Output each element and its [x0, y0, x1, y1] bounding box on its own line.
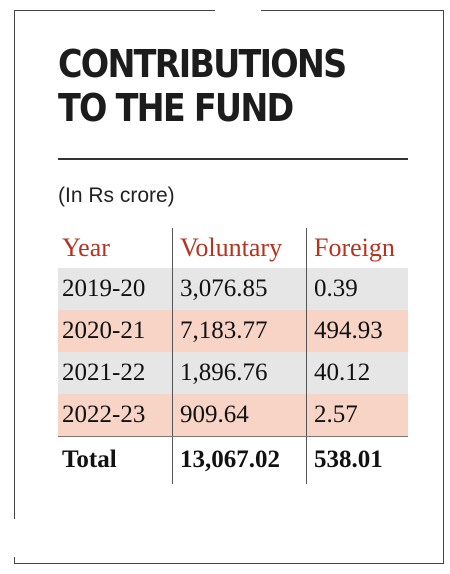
cell-foreign: 40.12	[314, 359, 371, 386]
header-year: Year	[62, 233, 110, 262]
header-voluntary: Voluntary	[180, 233, 283, 262]
cell-foreign: 2.57	[314, 401, 358, 428]
table-header-row: Year Voluntary Foreign	[58, 228, 408, 268]
column-divider	[306, 228, 307, 484]
table-row: 2022-23 909.64 2.57	[58, 394, 408, 436]
cell-year: 2019-20	[62, 275, 146, 302]
title-line-1: CONTRIBUTIONS	[58, 42, 347, 86]
cell-total-foreign: 538.01	[314, 446, 383, 473]
cell-voluntary: 3,076.85	[180, 275, 268, 302]
total-separator	[58, 436, 408, 437]
header-foreign: Foreign	[314, 233, 395, 262]
cell-total-label: Total	[62, 446, 117, 473]
cell-year: 2020-21	[62, 317, 146, 344]
frame-gap-top	[215, 9, 261, 13]
chart-title: CONTRIBUTIONS TO THE FUND	[58, 42, 375, 130]
title-line-2: TO THE FUND	[58, 86, 294, 130]
cell-total-voluntary: 13,067.02	[180, 446, 280, 473]
cell-year: 2021-22	[62, 359, 146, 386]
cell-voluntary: 909.64	[180, 401, 249, 428]
cell-foreign: 0.39	[314, 275, 358, 302]
table-total-row: Total 13,067.02 538.01	[58, 436, 408, 484]
cell-voluntary: 1,896.76	[180, 359, 268, 386]
title-rule	[58, 158, 408, 160]
table-row: 2020-21 7,183.77 494.93	[58, 310, 408, 352]
cell-year: 2022-23	[62, 401, 146, 428]
frame-gap-left	[13, 519, 17, 557]
column-divider	[172, 228, 173, 484]
contributions-table: Year Voluntary Foreign 2019-20 3,076.85 …	[58, 228, 408, 484]
table-row: 2021-22 1,896.76 40.12	[58, 352, 408, 394]
unit-subtitle: (In Rs crore)	[58, 184, 175, 207]
cell-voluntary: 7,183.77	[180, 317, 268, 344]
cell-foreign: 494.93	[314, 317, 383, 344]
table-row: 2019-20 3,076.85 0.39	[58, 268, 408, 310]
